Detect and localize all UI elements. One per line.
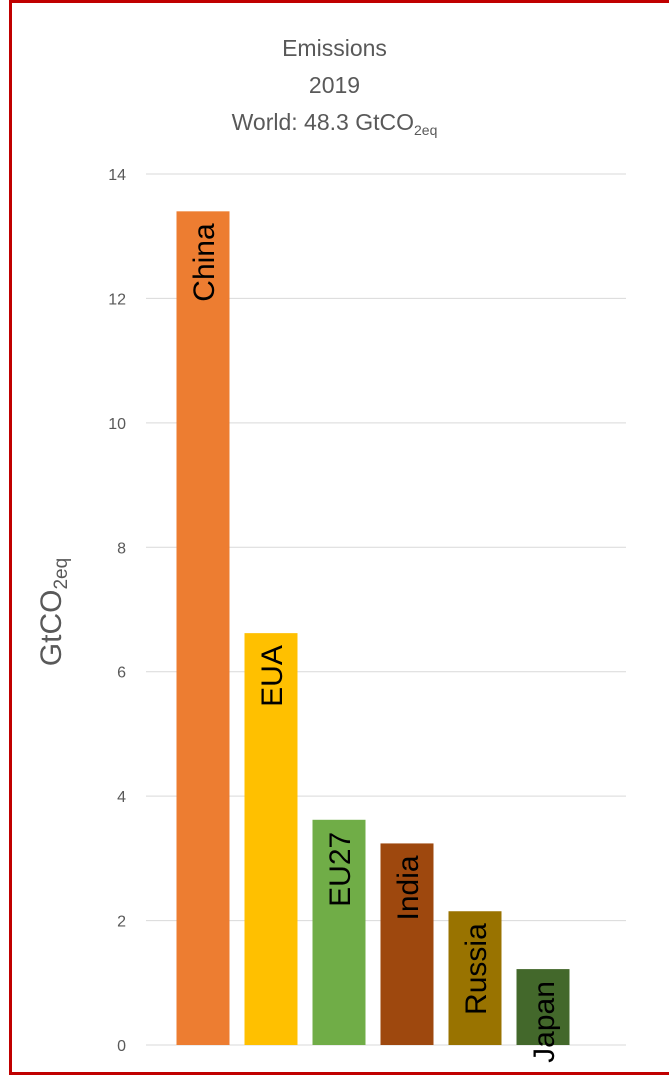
bar-label-china: China [188,223,221,302]
bar-eu27 [312,819,366,1045]
chart-title: Emissions 2019 World: 48.3 GtCO2eq [0,30,669,141]
y-tick-label: 14 [108,167,126,184]
bar-russia [448,911,502,1045]
bar-label-india: India [392,855,425,920]
chart-title-line-3: World: 48.3 GtCO2eq [0,104,669,141]
y-tick-label: 10 [108,416,126,433]
chart-title-world-total: World: 48.3 GtCO [231,109,414,135]
bar-label-japan: Japan [528,981,561,1063]
y-tick-label: 0 [117,1038,126,1055]
y-tick-label: 6 [117,665,126,682]
y-tick-label: 2 [117,914,126,931]
y-tick-label: 4 [117,789,126,806]
bar-eua [244,633,298,1045]
bar-label-eu27: EU27 [324,832,357,907]
bar-label-russia: Russia [460,923,493,1015]
y-tick-label: 8 [117,540,126,557]
y-tick-label: 12 [108,291,126,308]
chart-title-line-2: 2019 [308,72,361,98]
bar-japan [516,969,570,1045]
chart-title-unit-subscript: 2eq [414,122,438,138]
bar-china [176,211,230,1046]
bar-india [380,843,434,1045]
bar-label-eua: EUA [256,645,289,707]
chart-title-line-1: Emissions [282,35,387,61]
